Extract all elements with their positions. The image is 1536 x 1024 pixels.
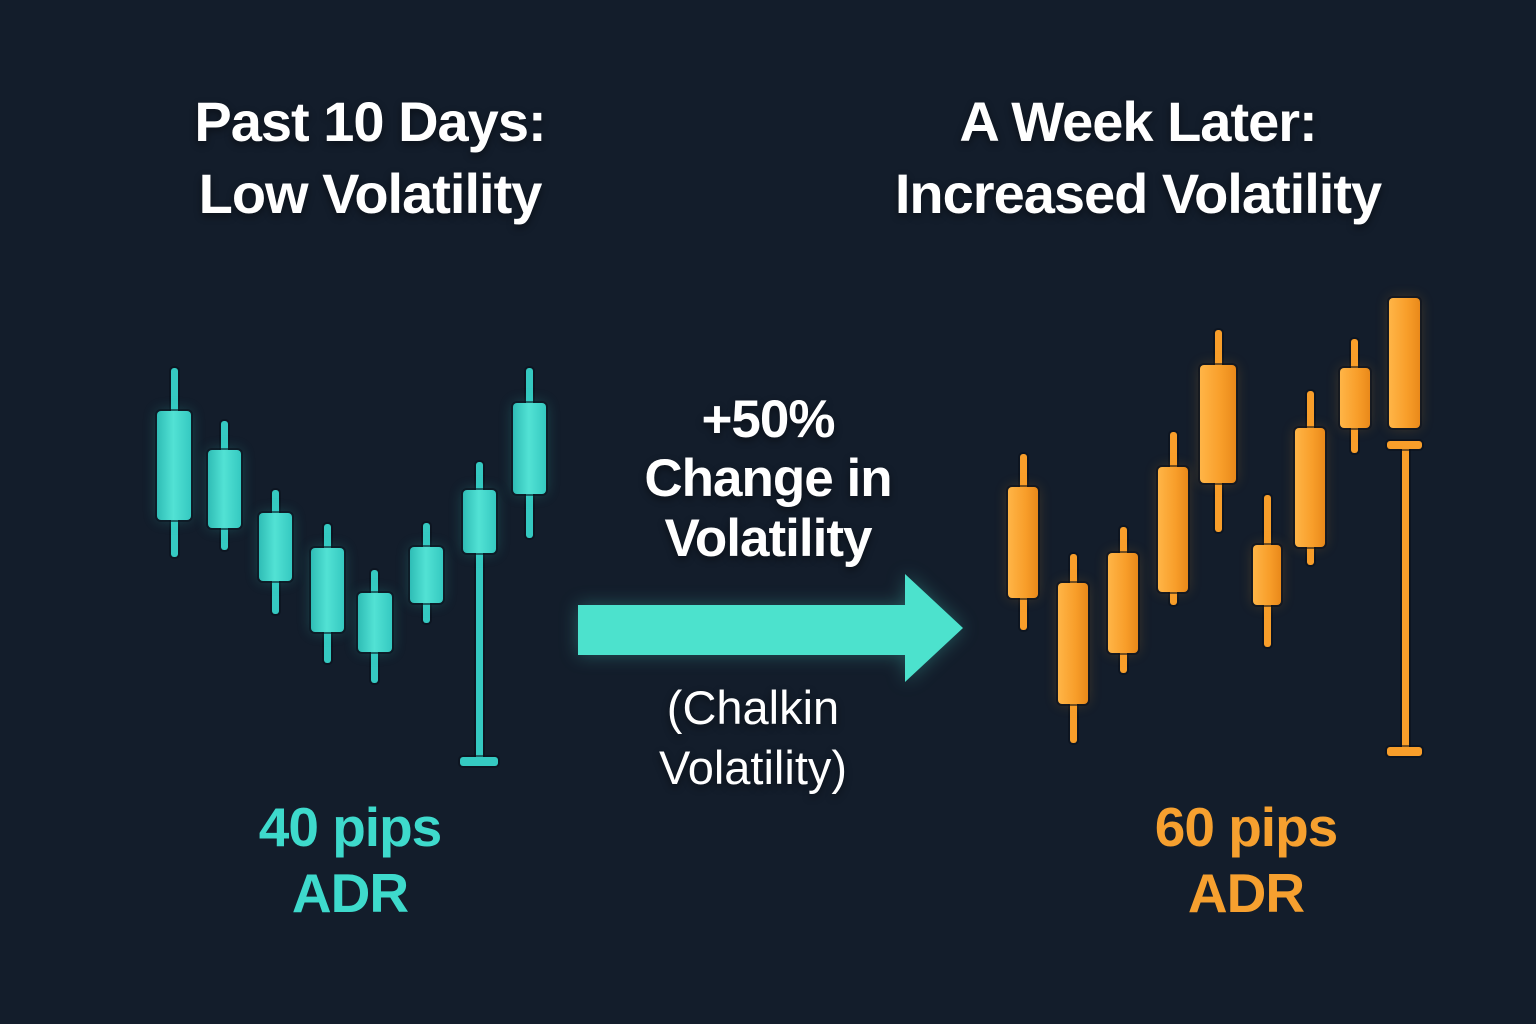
left-title: Past 10 Days: Low Volatility [60, 86, 680, 229]
candle-wick-cap [1387, 441, 1422, 449]
change-in-volatility-label: +50% Change in Volatility [568, 390, 968, 568]
candle-upper-wick [1264, 495, 1271, 549]
candle-upper-wick [272, 490, 279, 517]
candle-lower-wick [1170, 588, 1177, 605]
candle-lower-wick [526, 490, 533, 538]
candle-body [1295, 428, 1325, 547]
left-adr-line1: 40 pips [258, 796, 443, 858]
candle-lower-wick [423, 599, 430, 623]
candle-lower-wick [1351, 424, 1358, 453]
candle-lower-wick [1264, 601, 1271, 647]
candle-body [410, 547, 443, 603]
candle-upper-wick [1307, 391, 1314, 432]
right-title-line1: A Week Later: [959, 90, 1317, 153]
candle-wick-cap [1387, 747, 1422, 756]
right-arrow-icon [578, 574, 963, 682]
candle-upper-wick [221, 421, 228, 454]
right-title-line2: Increased Volatility [894, 161, 1382, 225]
candle-body [1340, 368, 1370, 428]
candle-body [1253, 545, 1281, 605]
candle-body [1008, 487, 1038, 598]
candle-upper-wick [1170, 432, 1177, 471]
candle-lower-wick [1120, 649, 1127, 673]
left-title-line1: Past 10 Days: [194, 90, 546, 153]
candle-upper-wick [1020, 454, 1027, 491]
indicator-line2: Volatility) [658, 741, 848, 795]
candle-lower-wick [1402, 446, 1409, 751]
candle-body [358, 593, 392, 652]
candle-lower-wick [1307, 543, 1314, 565]
candle-upper-wick [1215, 330, 1222, 369]
candle-wick-cap [460, 757, 498, 766]
change-percent: +50% [701, 390, 835, 449]
candle-body [1389, 298, 1420, 428]
left-title-line2: Low Volatility [198, 161, 543, 225]
change-word1: Change in [644, 449, 892, 509]
candle-lower-wick [324, 628, 331, 663]
candle-upper-wick [1120, 527, 1127, 557]
indicator-name-label: (Chalkin Volatility) [553, 678, 953, 798]
candle-body [1058, 583, 1088, 704]
candle-body [259, 513, 292, 581]
candle-lower-wick [1215, 479, 1222, 532]
right-title: A Week Later: Increased Volatility [828, 86, 1448, 229]
right-adr-line2: ADR [1187, 862, 1305, 924]
change-word2: Volatility [664, 508, 873, 568]
candle-lower-wick [221, 524, 228, 550]
candle-body [513, 403, 546, 494]
transition-arrow [570, 565, 970, 691]
candle-body [311, 548, 344, 632]
candle-lower-wick [476, 549, 483, 761]
left-adr-label: 40 pips ADR [150, 794, 550, 926]
candle-lower-wick [272, 577, 279, 614]
candle-upper-wick [526, 368, 533, 407]
candle-body [1200, 365, 1236, 483]
candle-upper-wick [324, 524, 331, 552]
left-adr-line2: ADR [291, 862, 409, 924]
candle-upper-wick [171, 368, 178, 415]
candle-body [208, 450, 241, 528]
right-adr-line1: 60 pips [1154, 796, 1339, 858]
candle-upper-wick [423, 523, 430, 551]
candle-upper-wick [1070, 554, 1077, 587]
candle-body [157, 411, 191, 520]
candle-body [463, 490, 496, 553]
candle-upper-wick [1351, 339, 1358, 372]
right-adr-label: 60 pips ADR [1046, 794, 1446, 926]
indicator-line1: (Chalkin [666, 681, 840, 734]
candle-upper-wick [476, 462, 483, 494]
candle-lower-wick [371, 648, 378, 683]
candle-upper-wick [371, 570, 378, 597]
candle-lower-wick [171, 516, 178, 557]
candle-body [1158, 467, 1188, 592]
candle-body [1108, 553, 1138, 653]
candle-lower-wick [1070, 700, 1077, 743]
candle-lower-wick [1020, 594, 1027, 630]
